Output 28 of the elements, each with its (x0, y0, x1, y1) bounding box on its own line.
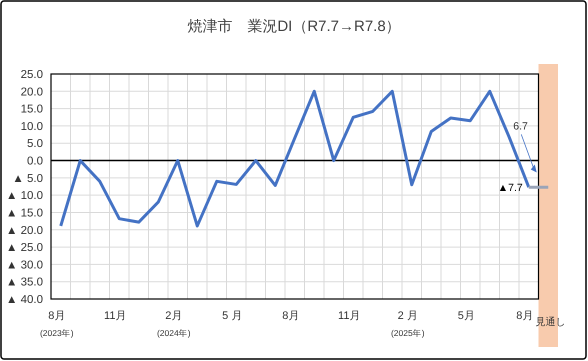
x-tick-label: 11月 (104, 310, 126, 322)
x-tick-label: 8月 (282, 310, 300, 322)
y-tick-label: ▲ 35.0 (6, 276, 43, 289)
y-tick-label: ▲ 5.0 (12, 172, 43, 185)
y-tick-label: ▲ 40.0 (6, 294, 43, 306)
y-tick-label: ▲ 25.0 (6, 242, 43, 254)
y-tick-label: ▲ 10.0 (6, 190, 43, 202)
annotation: ▲7.7 (498, 182, 523, 194)
y-tick-label: ▲ 15.0 (6, 207, 43, 220)
x-tick-label: 5月 (458, 310, 475, 322)
y-tick-label: 0.0 (27, 156, 43, 168)
x-tick-label: 5 月 (222, 310, 242, 322)
y-tick-label: 20.0 (20, 86, 43, 98)
annotation: 6.7 (513, 120, 528, 132)
y-tick-label: 25.0 (20, 69, 43, 81)
x-tick-label: 8月 (2023年) (40, 310, 74, 338)
y-tick-label: ▲ 30.0 (6, 259, 43, 272)
y-tick-label: 15.0 (20, 104, 43, 116)
x-tick-label: 見通し (535, 316, 566, 328)
chart-title: 焼津市 業況DI（R7.7→R7.8） (187, 18, 401, 35)
y-tick-label: 5.0 (27, 138, 43, 150)
line-series (59, 90, 530, 228)
x-tick-label: 2 月 (2025年) (390, 310, 425, 338)
y-tick-label: 10.0 (20, 120, 43, 133)
y-tick-label: ▲ 20.0 (6, 224, 43, 237)
x-tick-label: 8月 (516, 310, 534, 322)
x-tick-label: 11月 (338, 310, 360, 322)
x-tick-label: 2月 (2024年) (156, 310, 191, 338)
